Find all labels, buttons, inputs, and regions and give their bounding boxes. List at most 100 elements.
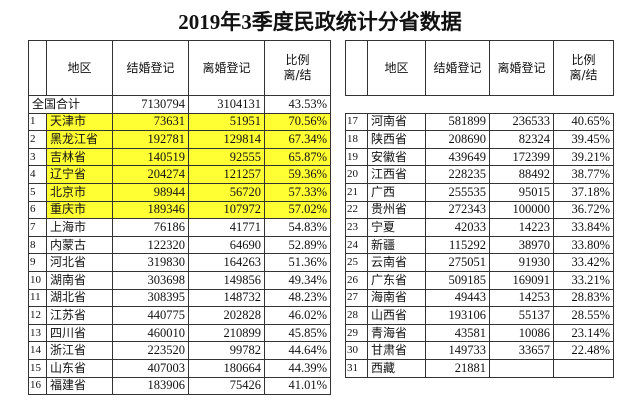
divorce-cell: 129814: [188, 130, 265, 149]
header-cell: 结婚登记: [425, 40, 490, 96]
marriage-cell: 189346: [112, 200, 189, 220]
table-row: 29 青海省 43581 10086 23.14%: [345, 323, 614, 343]
header-cell: [28, 40, 47, 96]
rank-cell: 29: [345, 323, 368, 343]
divorce-cell: 149856: [188, 270, 265, 290]
table-row: 1 天津市 73631 51951 70.56%: [28, 112, 331, 132]
marriage-cell: 7130794: [112, 95, 189, 114]
region-cell: 福建省: [46, 376, 113, 396]
region-cell: 浙江省: [46, 341, 113, 360]
table-row: 27 海南省 49443 14253 28.83%: [345, 288, 614, 308]
header-line: 比例: [571, 53, 596, 67]
table-row: 全国合计 7130794 3104131 43.53%: [28, 95, 331, 114]
rank-cell: 1: [28, 112, 47, 132]
ratio-cell: 41.01%: [264, 376, 331, 396]
divorce-cell: 100000: [489, 200, 554, 220]
region-cell: 全国合计: [28, 95, 113, 114]
table-row: 12 江苏省 440775 202828 46.02%: [28, 306, 331, 325]
ratio-cell: 22.48%: [553, 341, 614, 360]
divorce-cell: 99782: [188, 341, 265, 360]
rank-cell: 30: [345, 341, 368, 360]
marriage-cell: 192781: [112, 130, 189, 149]
marriage-cell: 275051: [425, 253, 490, 272]
marriage-cell: 308395: [112, 288, 189, 308]
marriage-cell: 183906: [112, 376, 189, 396]
rank-cell: 6: [28, 200, 47, 220]
rank-cell: 12: [28, 306, 47, 325]
rank-cell: 2: [28, 130, 47, 149]
header-line: 比例: [285, 53, 310, 67]
ratio-cell: 36.72%: [553, 200, 614, 220]
divorce-cell: 41771: [188, 218, 265, 237]
ratio-cell: 40.65%: [553, 112, 614, 132]
region-cell: 重庆市: [46, 200, 113, 220]
marriage-cell: 43581: [425, 323, 490, 343]
divorce-cell: 164263: [188, 253, 265, 272]
table-row: 18 陕西省 208690 82324 39.45%: [345, 130, 614, 149]
region-cell: 上海市: [46, 218, 113, 237]
region-cell: 贵州省: [367, 200, 426, 220]
divorce-cell: 169091: [489, 270, 554, 290]
marriage-cell: 21881: [425, 358, 490, 378]
marriage-cell: 140519: [112, 147, 189, 167]
marriage-cell: 149733: [425, 341, 490, 360]
divorce-cell: 55137: [489, 306, 554, 325]
region-cell: 辽宁省: [46, 165, 113, 184]
table-row: 16 福建省 183906 75426 41.01%: [28, 376, 331, 396]
ratio-cell: [553, 358, 614, 378]
region-cell: 湖北省: [46, 288, 113, 308]
rank-cell: 22: [345, 200, 368, 220]
rank-cell: 10: [28, 270, 47, 290]
table-row: 7 上海市 76186 41771 54.83%: [28, 218, 331, 237]
header-cell: 比例 离/结: [264, 40, 331, 96]
ratio-cell: 45.85%: [264, 323, 331, 343]
header-cell: 比例 离/结: [553, 40, 614, 96]
table-row: 8 内蒙古 122320 64690 52.89%: [28, 235, 331, 255]
region-cell: 吉林省: [46, 147, 113, 167]
region-cell: 广西: [367, 182, 426, 202]
table-row: 28 山西省 193106 55137 28.55%: [345, 306, 614, 325]
region-cell: 河北省: [46, 253, 113, 272]
divorce-cell: 121257: [188, 165, 265, 184]
rank-cell: 27: [345, 288, 368, 308]
marriage-cell: 228235: [425, 165, 490, 184]
divorce-cell: 210899: [188, 323, 265, 343]
region-cell: 江苏省: [46, 306, 113, 325]
table-row: 20 江西省 228235 88492 38.77%: [345, 165, 614, 184]
region-cell: 黑龙江省: [46, 130, 113, 149]
ratio-cell: 33.84%: [553, 218, 614, 237]
table-row: 10 湖南省 303698 149856 49.34%: [28, 270, 331, 290]
region-cell: 西藏: [367, 358, 426, 378]
divorce-cell: 95015: [489, 182, 554, 202]
rank-cell: 19: [345, 147, 368, 167]
marriage-cell: 439649: [425, 147, 490, 167]
header-line: 离/结: [283, 68, 312, 82]
marriage-cell: 204274: [112, 165, 189, 184]
table-row: 13 四川省 460010 210899 45.85%: [28, 323, 331, 343]
marriage-cell: 98944: [112, 182, 189, 202]
header-cell: 离婚登记: [489, 40, 554, 96]
rank-cell: 25: [345, 253, 368, 272]
divorce-cell: [489, 358, 554, 378]
ratio-cell: 70.56%: [264, 112, 331, 132]
region-cell: 宁夏: [367, 218, 426, 237]
marriage-cell: 509185: [425, 270, 490, 290]
header-row: 地区 结婚登记 离婚登记 比例 离/结: [345, 40, 614, 96]
rank-cell: 16: [28, 376, 47, 396]
rank-cell: 13: [28, 323, 47, 343]
marriage-cell: 122320: [112, 235, 189, 255]
divorce-cell: 64690: [188, 235, 265, 255]
divorce-cell: 10086: [489, 323, 554, 343]
header-cell: 地区: [46, 40, 113, 96]
region-cell: 安徽省: [367, 147, 426, 167]
ratio-cell: 37.18%: [553, 182, 614, 202]
table-row: 30 甘肃省 149733 33657 22.48%: [345, 341, 614, 360]
divorce-cell: 88492: [489, 165, 554, 184]
table-row: 31 西藏 21881: [345, 358, 614, 378]
region-cell: 北京市: [46, 182, 113, 202]
table-row: 19 安徽省 439649 172399 39.21%: [345, 147, 614, 167]
marriage-cell: 319830: [112, 253, 189, 272]
region-cell: 内蒙古: [46, 235, 113, 255]
rank-cell: 9: [28, 253, 47, 272]
table-row: 24 新疆 115292 38970 33.80%: [345, 235, 614, 255]
